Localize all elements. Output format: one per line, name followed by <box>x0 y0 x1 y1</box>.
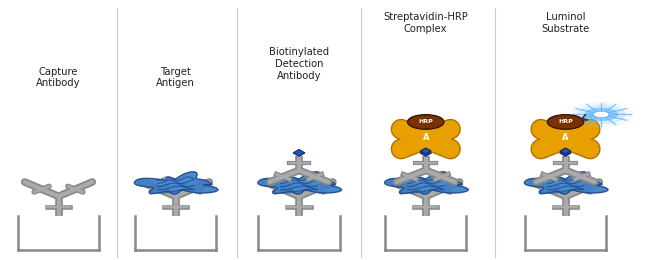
Circle shape <box>591 110 612 119</box>
Circle shape <box>547 115 584 129</box>
Text: Target
Antigen: Target Antigen <box>156 67 195 88</box>
Text: Biotinylated
Detection
Antibody: Biotinylated Detection Antibody <box>269 47 329 81</box>
Circle shape <box>593 111 609 118</box>
Text: HRP: HRP <box>419 119 433 125</box>
Circle shape <box>569 101 634 127</box>
Polygon shape <box>293 150 305 156</box>
Polygon shape <box>560 148 571 154</box>
Circle shape <box>584 108 618 121</box>
Text: A: A <box>422 133 429 142</box>
Text: Capture
Antibody: Capture Antibody <box>36 67 81 88</box>
Polygon shape <box>420 150 432 156</box>
Polygon shape <box>560 150 571 156</box>
Text: Streptavidin-HRP
Complex: Streptavidin-HRP Complex <box>384 12 468 34</box>
Polygon shape <box>135 172 218 194</box>
Circle shape <box>577 105 626 124</box>
Polygon shape <box>525 172 608 194</box>
Polygon shape <box>258 172 341 194</box>
Text: Luminol
Substrate: Luminol Substrate <box>541 12 590 34</box>
Text: A: A <box>562 133 569 142</box>
Circle shape <box>408 115 444 129</box>
Polygon shape <box>385 172 468 194</box>
Text: HRP: HRP <box>558 119 573 125</box>
Polygon shape <box>421 148 431 154</box>
